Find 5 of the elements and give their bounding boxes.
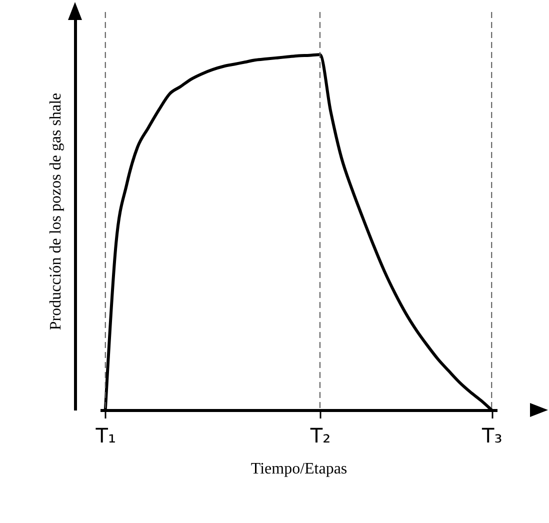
x-axis-title: Tiempo/Etapas (250, 460, 348, 478)
y-axis-title: Producción de los pozos de gas shale (48, 92, 64, 330)
x-tick-label: T₁ (94, 424, 116, 448)
x-tick-label: T₃ (481, 424, 502, 448)
x-tick-label: T₂ (309, 424, 331, 448)
